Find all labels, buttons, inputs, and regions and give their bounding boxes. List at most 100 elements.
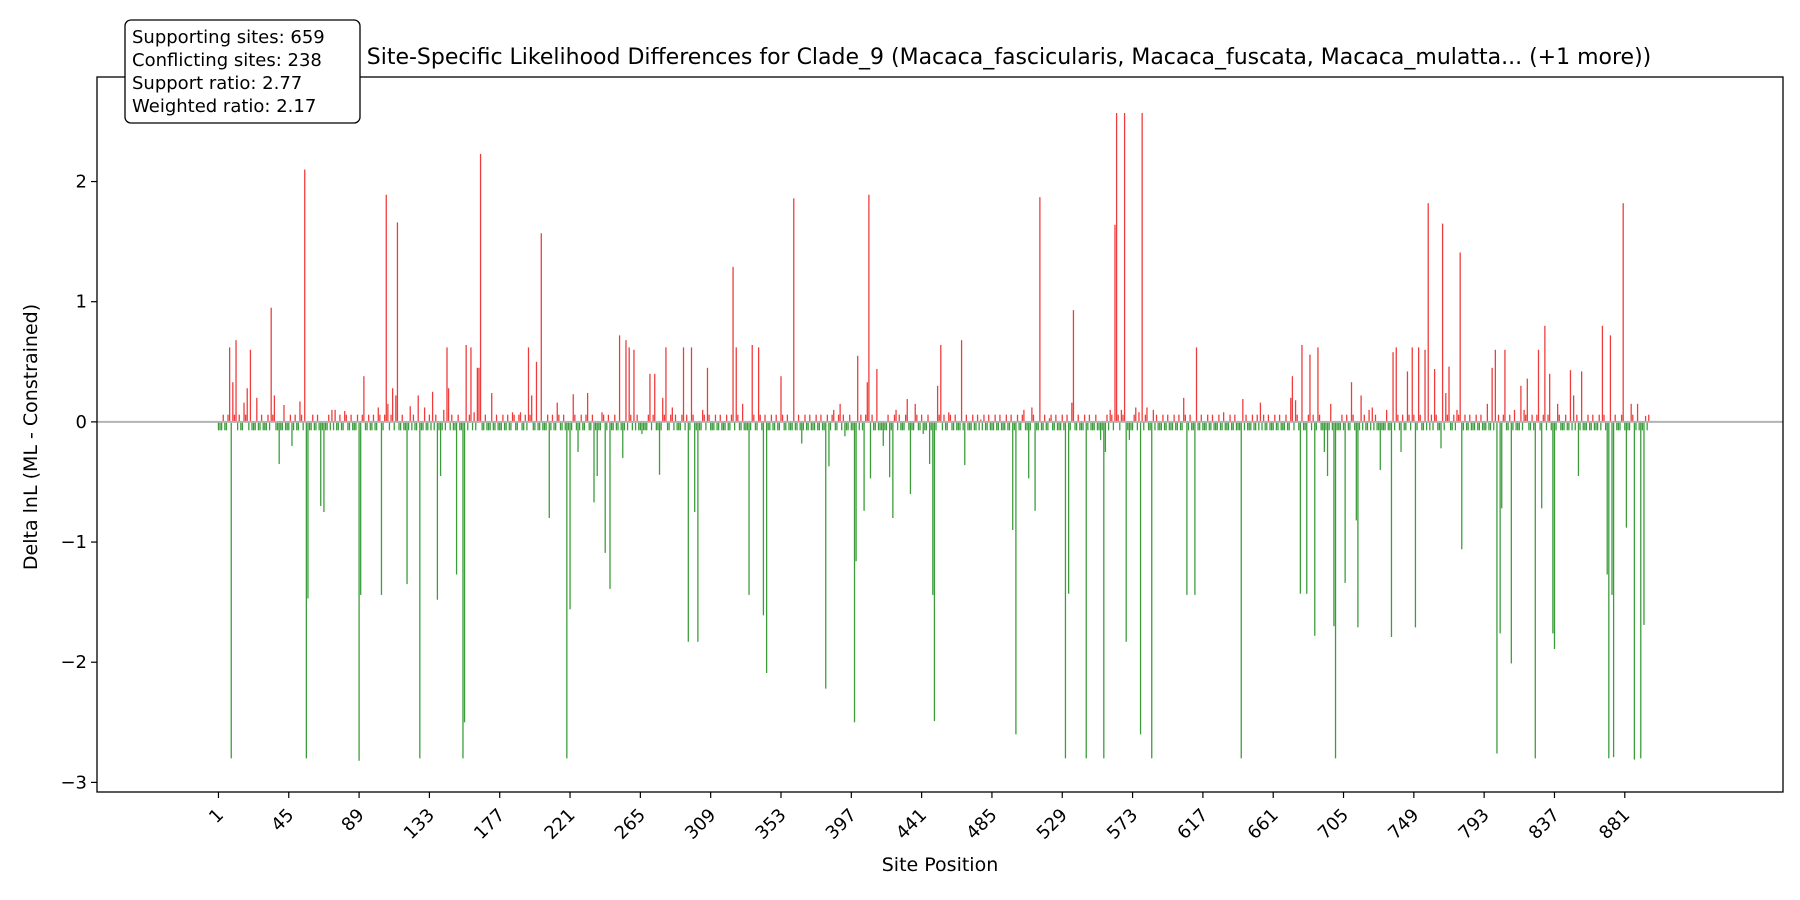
site-bar-530: [1063, 421, 1065, 431]
site-bar-195: [527, 347, 530, 422]
site-bar-798: [1491, 367, 1493, 422]
site-bar-519: [1045, 421, 1047, 431]
site-bar-260: [631, 421, 634, 431]
site-bar-127: [419, 421, 421, 759]
site-bar-352: [778, 421, 781, 431]
site-bar-227: [578, 421, 581, 431]
site-bar-430: [903, 421, 905, 431]
site-bar-158: [468, 414, 470, 422]
site-bar-101: [377, 407, 379, 422]
site-bar-230: [583, 421, 586, 431]
site-bar-221: [569, 421, 571, 610]
site-bar-329: [741, 403, 744, 422]
site-bar-49: [294, 414, 296, 422]
site-bar-175: [495, 414, 498, 422]
site-bar-586: [1152, 409, 1154, 422]
site-bar-501: [1016, 414, 1019, 422]
site-bar-832: [1545, 421, 1548, 431]
site-bar-648: [1251, 414, 1254, 422]
site-bar-304: [702, 409, 704, 422]
site-bar-438: [916, 414, 918, 422]
site-bar-681: [1304, 421, 1306, 431]
site-bar-697: [1330, 403, 1332, 422]
site-bar-340: [759, 414, 761, 422]
site-bar-439: [917, 421, 920, 431]
site-bar-214: [558, 414, 560, 422]
site-bar-608: [1187, 421, 1190, 431]
site-bar-182: [507, 414, 509, 422]
site-bar-306: [705, 421, 707, 431]
site-bar-297: [690, 347, 693, 422]
site-bar-665: [1278, 414, 1281, 422]
site-bar-201: [537, 421, 539, 431]
site-bar-161: [473, 412, 475, 422]
site-bar-718: [1363, 414, 1365, 422]
site-bar-766: [1440, 421, 1442, 449]
site-bar-361: [793, 198, 795, 422]
site-bar-526: [1056, 421, 1059, 431]
site-bar-590: [1159, 421, 1161, 431]
site-bar-525: [1055, 414, 1057, 422]
site-bar-555: [1103, 421, 1105, 759]
site-bar-57: [307, 421, 309, 599]
site-bar-353: [780, 376, 782, 422]
site-bar-507: [1026, 421, 1028, 431]
site-bar-748: [1411, 347, 1413, 422]
site-bar-575: [1135, 407, 1137, 422]
site-bar-48: [292, 421, 295, 431]
site-bar-643: [1243, 421, 1246, 431]
site-bar-146: [449, 421, 451, 431]
site-bar-50: [296, 421, 298, 431]
site-bar-16: [241, 421, 244, 431]
site-bar-742: [1402, 414, 1404, 422]
site-bar-229: [582, 421, 584, 431]
site-bar-334: [749, 421, 752, 431]
site-bar-813: [1515, 421, 1517, 431]
site-bar-885: [1630, 403, 1632, 422]
x-tick-label-1: 1: [205, 805, 228, 828]
site-bar-362: [794, 421, 797, 431]
site-bar-429: [901, 421, 904, 431]
site-bar-241: [601, 412, 603, 422]
site-bar-654: [1261, 421, 1263, 431]
site-bar-447: [930, 421, 932, 431]
site-bar-372: [810, 421, 812, 431]
site-bar-179: [502, 414, 504, 422]
site-bar-409: [869, 421, 872, 479]
site-bar-478: [980, 419, 982, 422]
site-bar-830: [1542, 414, 1544, 422]
site-bar-371: [809, 414, 811, 422]
site-bar-588: [1155, 414, 1158, 422]
site-bar-672: [1290, 397, 1292, 422]
site-bar-258: [628, 347, 630, 422]
site-bar-626: [1216, 421, 1218, 431]
site-bar-815: [1518, 421, 1520, 431]
site-bar-781: [1464, 414, 1466, 422]
site-bar-547: [1090, 421, 1092, 431]
site-bar-131: [425, 421, 427, 431]
site-bar-664: [1277, 421, 1279, 431]
site-bar-200: [535, 361, 538, 422]
site-bar-177: [499, 421, 501, 431]
site-bar-583: [1147, 421, 1150, 431]
site-bar-190: [519, 412, 522, 422]
site-bar-212: [555, 421, 557, 431]
site-bar-176: [497, 421, 499, 431]
site-bar-81: [345, 414, 347, 422]
site-bar-314: [718, 421, 720, 431]
site-bar-243: [604, 421, 606, 553]
site-bar-95: [368, 414, 370, 422]
site-bar-76: [337, 421, 339, 431]
stats-conflicting-sites: Conflicting sites: 238: [132, 50, 322, 71]
site-bar-806: [1504, 349, 1506, 422]
site-bar-421: [889, 421, 891, 478]
site-bar-753: [1419, 414, 1421, 422]
site-bar-839: [1557, 403, 1559, 422]
site-bar-345: [767, 421, 769, 431]
site-bar-895: [1646, 421, 1648, 431]
site-bar-511: [1032, 414, 1035, 422]
site-bar-122: [411, 421, 413, 431]
site-bar-87: [355, 421, 357, 431]
site-bar-557: [1106, 414, 1108, 422]
site-bar-560: [1111, 414, 1113, 422]
